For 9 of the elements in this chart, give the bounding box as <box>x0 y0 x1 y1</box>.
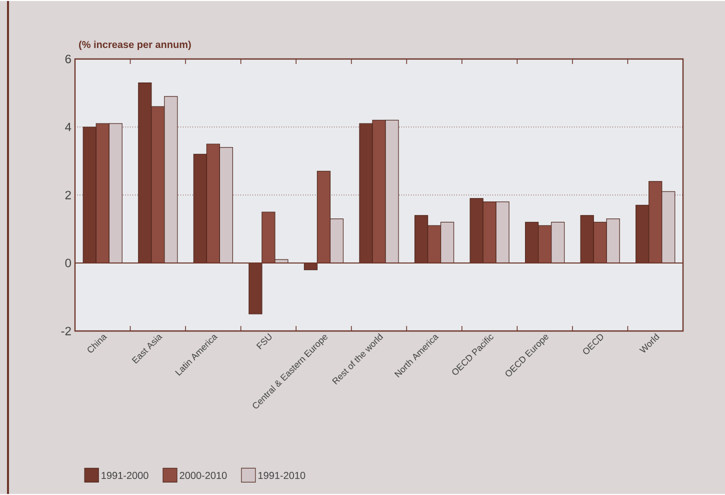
legend-label: 2000-2010 <box>180 472 227 479</box>
legend-label: 1991-2000 <box>102 472 148 479</box>
y-tick-label: 4 <box>65 122 72 132</box>
y-tick-label: 6 <box>65 54 71 64</box>
y-tick-label: 2 <box>65 190 71 200</box>
legend-label: 1991-2010 <box>258 472 306 479</box>
y-tick-label: -2 <box>61 326 71 336</box>
y-axis-title: (% increase per annum) <box>79 40 191 50</box>
y-tick-label: 0 <box>65 258 72 268</box>
